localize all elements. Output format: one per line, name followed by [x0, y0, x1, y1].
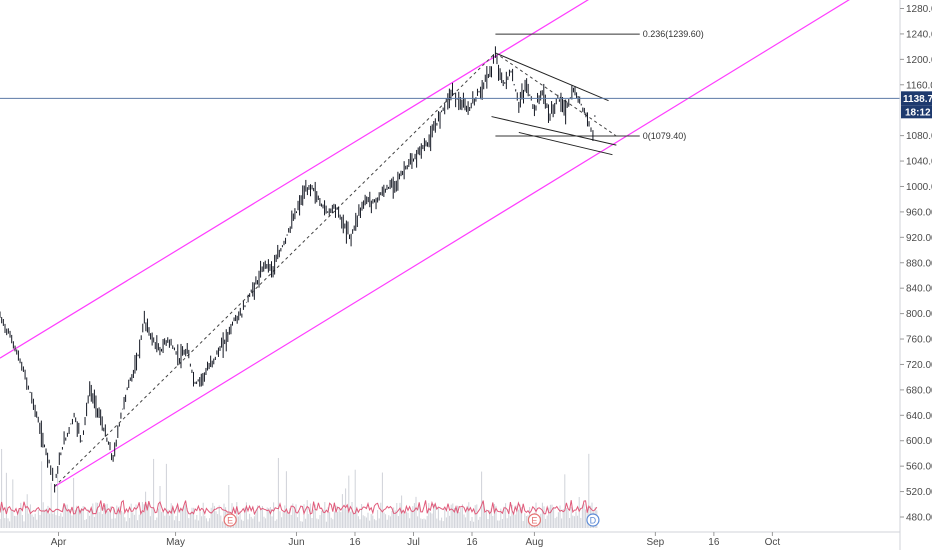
- y-tick-label: 600.00: [906, 436, 932, 447]
- y-tick-label: 560.00: [906, 462, 932, 473]
- y-tick-label: 880.00: [906, 258, 932, 269]
- flag-line-1[interactable]: [491, 116, 617, 146]
- volume-layer: [0, 448, 598, 528]
- y-tick-label: 480.00: [906, 513, 932, 524]
- y-tick-label: 1040.00: [906, 157, 932, 168]
- y-tick-label: 1160.00: [906, 80, 932, 91]
- y-tick-label: 840.00: [906, 284, 932, 295]
- event-marker-label: E: [227, 516, 233, 526]
- x-tick-label: May: [166, 537, 185, 548]
- y-tick-label: 920.00: [906, 233, 932, 244]
- y-tick-label: 640.00: [906, 411, 932, 422]
- y-tick-label: 1000.00: [906, 182, 932, 193]
- last-price-label: 1138.70: [903, 94, 932, 105]
- event-marker[interactable]: [586, 513, 600, 527]
- x-tick-label: Jun: [288, 537, 304, 548]
- y-tick-label: 1080.00: [906, 131, 932, 142]
- y-tick-label: 760.00: [906, 335, 932, 346]
- price-series: [0, 46, 596, 493]
- x-tick-label: 16: [708, 537, 720, 548]
- x-tick-label: Aug: [526, 537, 544, 548]
- x-tick-label: 16: [466, 537, 478, 548]
- y-axis[interactable]: 480.00 520.00 560.00 600.00 640.00 680.00 720.…: [899, 0, 932, 550]
- y-tick-label: 520.00: [906, 487, 932, 498]
- x-tick-label: Oct: [765, 537, 781, 548]
- y-tick-label: 1240.00: [906, 29, 932, 40]
- y-tick-label: 1280.00: [906, 4, 932, 15]
- x-tick-label: Apr: [51, 537, 67, 548]
- y-tick-label: 960.00: [906, 207, 932, 218]
- fib-level-label: 0.236(1239.60): [643, 29, 704, 39]
- countdown-badge: [901, 105, 932, 119]
- x-tick-label: 16: [349, 537, 361, 548]
- event-marker[interactable]: [527, 513, 542, 527]
- fib-trend-line-2[interactable]: [495, 52, 617, 137]
- channel-line-upper[interactable]: [0, 0, 866, 359]
- fib-trend-line[interactable]: [54, 52, 496, 487]
- channel-line-lower[interactable]: [54, 0, 866, 488]
- event-marker-label: E: [531, 516, 537, 526]
- volume-ma-line: [0, 499, 598, 516]
- event-marker-label: D: [590, 516, 597, 526]
- y-tick-label: 1200.00: [906, 55, 932, 66]
- volume-moving-average: [0, 499, 598, 516]
- fib-level-label: 0(1079.40): [643, 131, 687, 141]
- x-axis[interactable]: Apr May Jun 16 Jul 16 Aug Sep 16 Oct: [0, 531, 900, 548]
- last-price-badge: [901, 91, 932, 106]
- countdown-label: 18:12: [905, 107, 931, 118]
- y-tick-label: 800.00: [906, 309, 932, 320]
- fibonacci-retracement: 0.236(1239.60) 0(1079.40): [54, 29, 704, 487]
- flag-line-0[interactable]: [495, 52, 609, 102]
- y-tick-label: 720.00: [906, 360, 932, 371]
- y-tick-label: 680.00: [906, 385, 932, 396]
- x-tick-label: Jul: [407, 537, 420, 548]
- trend-channel: [0, 0, 866, 488]
- event-marker[interactable]: [223, 513, 237, 527]
- x-tick-label: Sep: [646, 537, 664, 548]
